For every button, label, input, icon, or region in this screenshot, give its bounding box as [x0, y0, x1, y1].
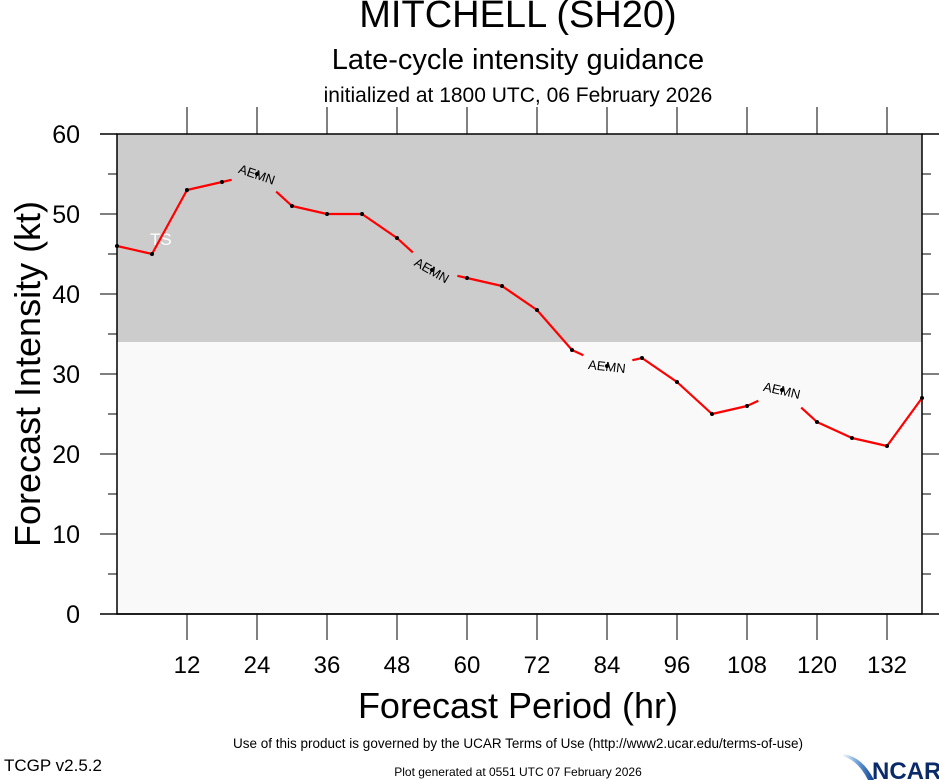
- series-segment: [676, 381, 713, 415]
- data-point: [675, 380, 679, 384]
- x-tick-label: 84: [594, 652, 621, 679]
- x-tick-label: 132: [867, 652, 907, 679]
- series-segment: [816, 420, 853, 440]
- ncar-swoosh-icon: NCAR: [842, 754, 939, 780]
- data-point: [290, 204, 294, 208]
- series-segment: [501, 285, 538, 311]
- terms-of-use-notice: Use of this product is governed by the U…: [233, 736, 803, 751]
- data-point: [185, 188, 189, 192]
- y-tick-label: 30: [52, 361, 80, 389]
- data-point: [605, 364, 609, 368]
- series-segment: [116, 244, 153, 256]
- y-tick-label: 60: [52, 121, 80, 149]
- x-tick-label: 60: [454, 652, 481, 679]
- intensity-band-below-ts: [117, 342, 922, 614]
- x-tick-label: 120: [797, 652, 837, 679]
- y-tick-label: 10: [52, 521, 80, 549]
- series-segment: [466, 276, 503, 288]
- data-point: [430, 268, 434, 272]
- y-tick-label: 40: [52, 281, 80, 309]
- data-point: [465, 276, 469, 280]
- series-label: AEMN: [587, 357, 626, 376]
- series-segment: [641, 357, 678, 383]
- version-label: TCGP v2.5.2: [4, 756, 102, 775]
- data-point: [885, 444, 889, 448]
- data-point: [920, 396, 924, 400]
- x-tick-label: 36: [314, 652, 341, 679]
- y-axis-label: Forecast Intensity (kt): [7, 201, 48, 547]
- data-point: [780, 388, 784, 392]
- y-tick-label: 0: [66, 601, 80, 629]
- data-point: [850, 436, 854, 440]
- series-segment: [886, 397, 923, 447]
- series-segment: [275, 190, 293, 207]
- intensity-band-ts: [117, 134, 922, 342]
- ncar-logo-text: NCAR: [872, 758, 939, 780]
- x-tick-label: 48: [384, 652, 411, 679]
- chart-title: MITCHELL (SH20): [359, 0, 677, 36]
- data-point: [115, 244, 119, 248]
- plot-generated-time: Plot generated at 0551 UTC 07 February 2…: [394, 765, 642, 779]
- x-tick-label: 24: [244, 652, 271, 679]
- y-tick-label: 20: [52, 441, 80, 469]
- ncar-logo: NCAR: [842, 752, 939, 780]
- data-point: [745, 404, 749, 408]
- data-point: [815, 420, 819, 424]
- y-tick-label: 50: [52, 201, 80, 229]
- initialization-time: initialized at 1800 UTC, 06 February 202…: [323, 84, 713, 107]
- series-segment: [186, 180, 223, 192]
- data-point: [500, 284, 504, 288]
- data-point: [325, 212, 329, 216]
- x-axis-label: Forecast Period (hr): [357, 685, 679, 726]
- data-point: [570, 348, 574, 352]
- data-point: [360, 212, 364, 216]
- data-point: [710, 412, 714, 416]
- data-point: [255, 172, 259, 176]
- x-tick-label: 108: [727, 652, 767, 679]
- data-point: [150, 252, 154, 256]
- data-point: [535, 308, 539, 312]
- x-tick-label: 12: [174, 652, 201, 679]
- chart-subtitle: Late-cycle intensity guidance: [331, 44, 705, 76]
- x-tick-label: 72: [524, 652, 551, 679]
- series-segment: [536, 309, 573, 351]
- series-segment: [851, 436, 888, 448]
- x-tick-label: 96: [664, 652, 691, 679]
- series-segment: [800, 406, 818, 423]
- series-segment: [396, 237, 414, 254]
- series-segment: [746, 399, 759, 408]
- series-segment: [711, 404, 748, 416]
- data-point: [395, 236, 399, 240]
- data-point: [220, 180, 224, 184]
- data-point: [640, 356, 644, 360]
- series-segment: [571, 348, 584, 357]
- series-segment: [151, 189, 188, 255]
- series-segment: [361, 213, 398, 239]
- series-segment: [291, 204, 328, 216]
